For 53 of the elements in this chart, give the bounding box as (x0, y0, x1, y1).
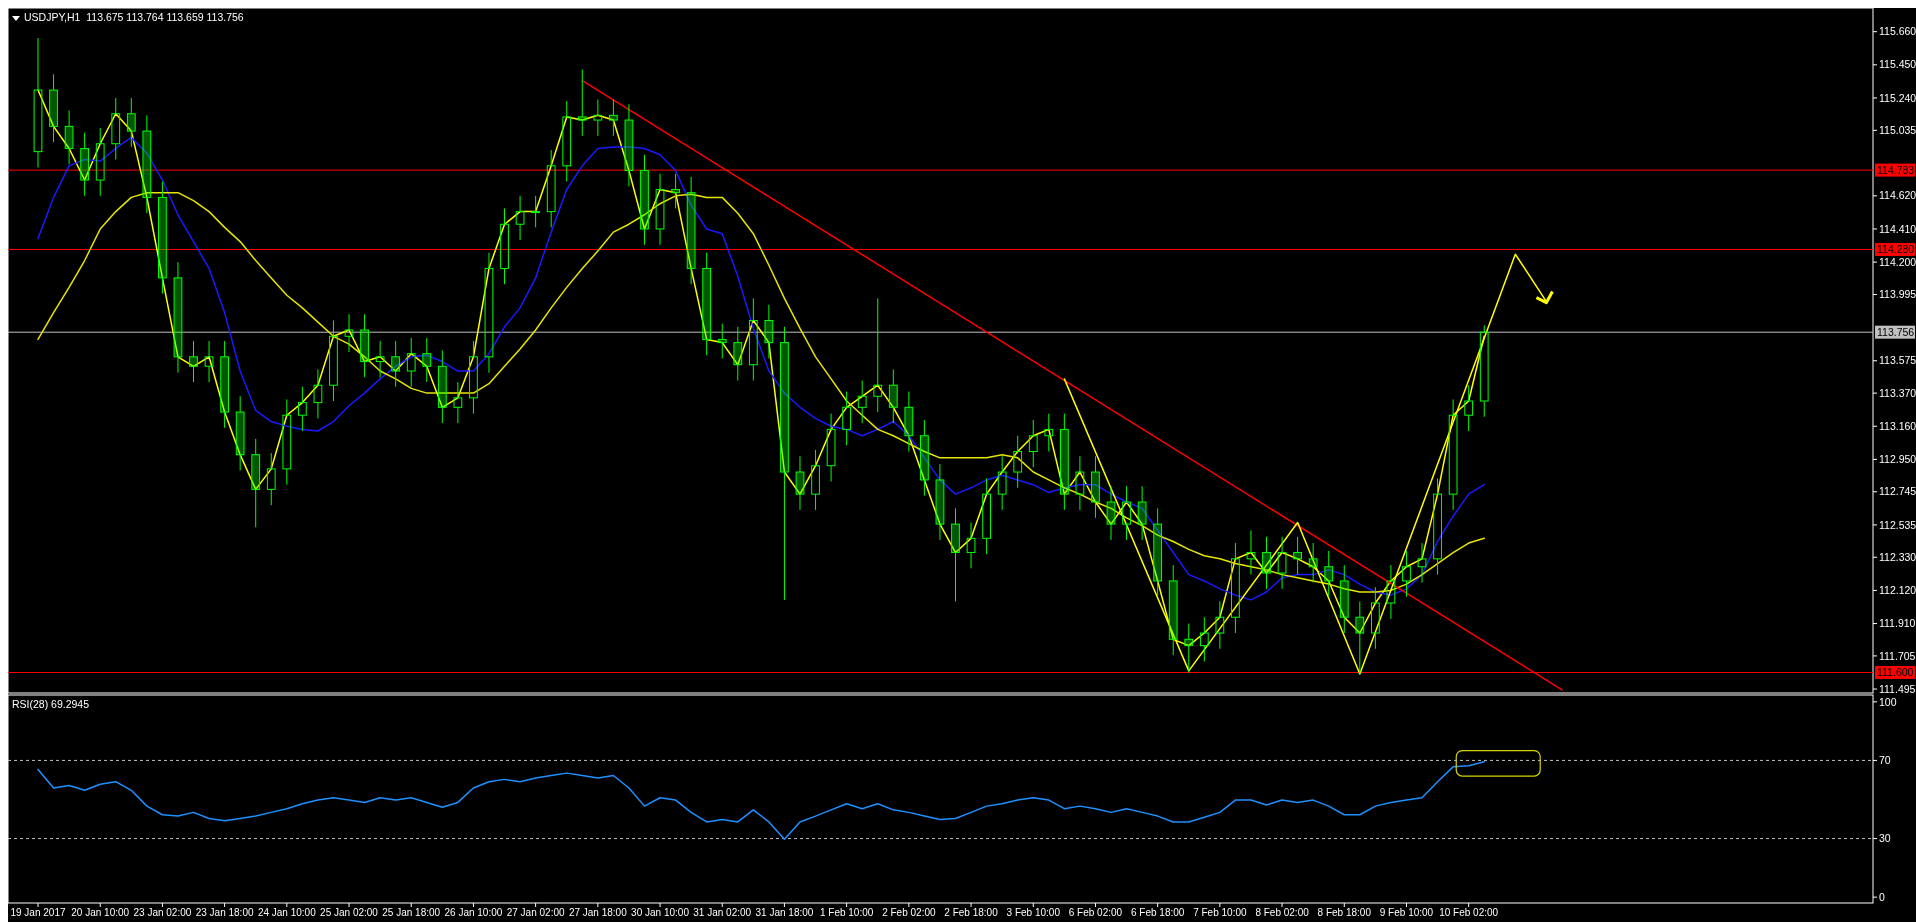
y-tick-label: 113.995 (1879, 288, 1916, 301)
x-tick-label: 10 Feb 02:00 (1439, 907, 1499, 918)
x-tick-label: 8 Feb 02:00 (1255, 907, 1310, 918)
y-tick-label: 115.660 (1879, 25, 1916, 38)
x-tick-label: 1 Feb 10:00 (819, 907, 874, 918)
x-tick-label: 27 Jan 18:00 (568, 907, 628, 918)
chart-title: USDJPY,H1 113.675 113.764 113.659 113.756 (24, 11, 244, 23)
x-tick-label: 31 Jan 18:00 (755, 907, 814, 918)
y-tick-label: 113.160 (1879, 419, 1916, 432)
x-tick-label: 9 Feb 10:00 (1379, 907, 1434, 918)
x-tick-label: 20 Jan 10:00 (71, 907, 130, 918)
x-tick-label: 8 Feb 18:00 (1317, 907, 1372, 918)
x-tick-label: 25 Jan 02:00 (320, 907, 379, 918)
x-tick-label: 2 Feb 02:00 (882, 907, 936, 918)
y-tick-label: 112.120 (1879, 584, 1916, 597)
y-tick-label: 112.745 (1879, 485, 1916, 498)
y-tick-label: 111.705 (1879, 649, 1916, 662)
x-tick-label: 3 Feb 10:00 (1006, 907, 1061, 918)
ref-line-label: 113.756 (1877, 325, 1915, 338)
y-tick-label: 112.535 (1879, 518, 1916, 531)
x-tick-label: 30 Jan 10:00 (631, 907, 690, 918)
x-tick-label: 2 Feb 18:00 (944, 907, 999, 918)
x-tick-label: 27 Jan 02:00 (506, 907, 565, 918)
y-tick-label: 114.410 (1879, 222, 1916, 235)
y-tick-label: 113.370 (1879, 386, 1916, 399)
x-tick-label: 6 Feb 18:00 (1130, 907, 1185, 918)
x-tick-label: 24 Jan 10:00 (257, 907, 317, 918)
x-tick-label: 23 Jan 02:00 (133, 907, 192, 918)
y-tick-label: 111.910 (1879, 617, 1916, 630)
x-tick-label: 19 Jan 2017 (10, 907, 66, 918)
y-tick-label: 111.495 (1879, 682, 1916, 695)
y-tick-label: 114.200 (1879, 255, 1916, 268)
y-tick-label: 115.240 (1879, 91, 1916, 104)
y-tick-label: 30 (1879, 832, 1891, 845)
ref-line-label: 114.280 (1877, 243, 1915, 256)
x-tick-label: 26 Jan 10:00 (444, 907, 503, 918)
y-tick-label: 112.330 (1879, 550, 1916, 563)
x-tick-label: 7 Feb 10:00 (1193, 907, 1247, 918)
ref-line-label: 114.783 (1877, 163, 1915, 176)
chart-title: RSI(28) 69.2945 (12, 698, 90, 710)
y-tick-label: 70 (1879, 754, 1891, 767)
y-tick-label: 112.950 (1879, 453, 1916, 466)
x-tick-label: 25 Jan 18:00 (382, 907, 441, 918)
y-tick-label: 0 (1879, 890, 1885, 903)
y-tick-label: 100 (1879, 695, 1897, 708)
y-tick-label: 115.450 (1879, 58, 1916, 71)
y-tick-label: 114.620 (1879, 189, 1916, 202)
x-tick-label: 23 Jan 18:00 (195, 907, 254, 918)
x-tick-label: 31 Jan 02:00 (693, 907, 752, 918)
y-tick-label: 113.575 (1879, 354, 1916, 367)
x-tick-label: 6 Feb 02:00 (1068, 907, 1123, 918)
y-tick-label: 115.035 (1879, 124, 1916, 136)
ref-line-label: 111.600 (1877, 666, 1914, 679)
